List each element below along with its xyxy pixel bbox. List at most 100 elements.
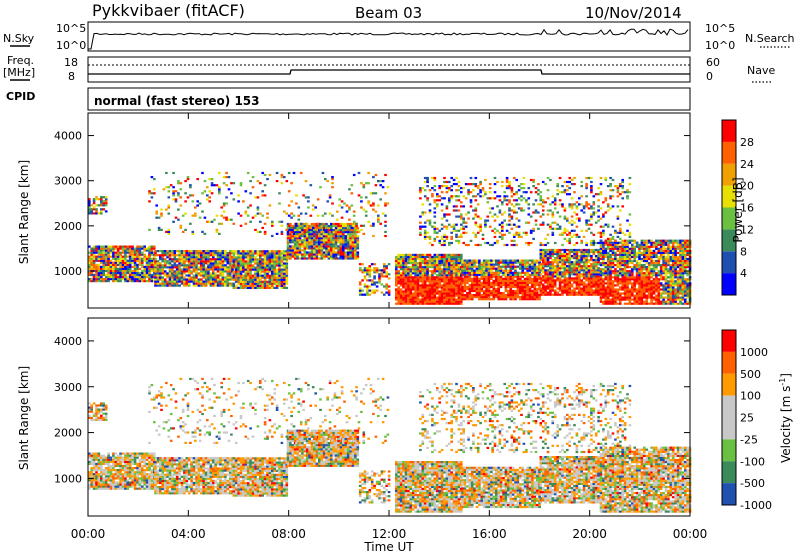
range-cell bbox=[647, 288, 651, 291]
range-cell bbox=[92, 212, 96, 215]
range-cell bbox=[674, 276, 677, 279]
range-cell bbox=[490, 292, 493, 295]
range-cell bbox=[587, 269, 591, 272]
range-cell bbox=[463, 287, 467, 291]
range-cell bbox=[466, 265, 469, 268]
range-cell bbox=[535, 267, 539, 270]
range-cell bbox=[623, 255, 627, 259]
range-cell bbox=[404, 298, 408, 301]
range-cell bbox=[226, 262, 230, 265]
range-cell bbox=[645, 262, 649, 265]
range-cell bbox=[385, 265, 388, 268]
range-cell bbox=[128, 249, 132, 252]
range-cell bbox=[452, 274, 456, 277]
range-cell bbox=[163, 266, 167, 269]
range-cell bbox=[315, 257, 319, 260]
range-cell bbox=[416, 296, 420, 299]
range-cell bbox=[433, 296, 437, 299]
range-cell bbox=[674, 284, 677, 287]
range-cell bbox=[609, 257, 612, 261]
range-cell bbox=[356, 245, 360, 248]
range-cell bbox=[273, 282, 276, 285]
range-cell bbox=[684, 286, 687, 289]
range-cell bbox=[283, 278, 286, 281]
range-cell bbox=[423, 272, 427, 275]
range-cell bbox=[399, 257, 403, 261]
range-cell bbox=[662, 302, 665, 305]
range-cell bbox=[452, 288, 456, 291]
range-cell bbox=[351, 241, 355, 244]
range-cell bbox=[626, 272, 629, 275]
range-cell bbox=[207, 262, 210, 265]
range-cell bbox=[354, 243, 357, 246]
range-cell bbox=[100, 261, 103, 264]
range-cell bbox=[107, 247, 110, 250]
range-cell bbox=[452, 302, 456, 305]
range-cell bbox=[246, 274, 250, 277]
range-cell bbox=[684, 282, 687, 285]
range-cell bbox=[154, 274, 157, 277]
range-cell bbox=[551, 277, 555, 280]
range-cell bbox=[628, 247, 632, 250]
range-cell bbox=[590, 271, 593, 274]
range-cell bbox=[669, 286, 673, 289]
range-cell bbox=[580, 289, 583, 292]
range-cell bbox=[375, 285, 379, 288]
range-cell bbox=[487, 287, 491, 291]
range-cell bbox=[421, 266, 425, 269]
range-cell bbox=[575, 259, 579, 262]
range-cell bbox=[416, 278, 420, 281]
range-cell bbox=[643, 255, 646, 259]
range-cell bbox=[349, 237, 352, 240]
range-cell bbox=[549, 287, 552, 290]
range-cell bbox=[621, 245, 624, 248]
range-cell bbox=[428, 221, 432, 224]
range-cell bbox=[650, 296, 653, 299]
range-cell bbox=[200, 250, 203, 253]
range-cell bbox=[604, 282, 608, 285]
range-cell bbox=[249, 282, 252, 285]
range-cell bbox=[204, 274, 208, 277]
range-cell bbox=[136, 276, 139, 279]
range-cell bbox=[592, 279, 596, 282]
range-cell bbox=[487, 263, 491, 266]
range-cell bbox=[246, 280, 250, 283]
range-cell bbox=[305, 243, 309, 246]
range-cell bbox=[419, 187, 422, 190]
range-cell bbox=[411, 257, 415, 261]
range-cell bbox=[671, 288, 675, 291]
range-cell bbox=[428, 235, 432, 238]
range-cell bbox=[102, 265, 105, 268]
range-cell bbox=[509, 277, 512, 280]
range-cell bbox=[448, 280, 451, 283]
range-cell bbox=[131, 280, 134, 283]
range-cell bbox=[623, 284, 627, 287]
range-cell bbox=[676, 278, 680, 281]
range-cell bbox=[136, 257, 139, 260]
range-cell bbox=[200, 284, 203, 287]
range-cell bbox=[647, 253, 651, 256]
range-cell bbox=[221, 254, 225, 257]
range-cell bbox=[185, 260, 189, 263]
range-cell bbox=[478, 281, 481, 284]
range-cell bbox=[416, 292, 420, 295]
range-cell bbox=[358, 293, 362, 296]
range-cell bbox=[448, 257, 451, 261]
range-cell bbox=[385, 267, 388, 270]
range-cell bbox=[457, 262, 461, 265]
range-cell bbox=[558, 261, 562, 264]
range-cell bbox=[145, 249, 149, 252]
range-cell bbox=[232, 284, 236, 287]
range-cell bbox=[573, 271, 576, 274]
range-cell bbox=[669, 302, 673, 305]
range-cell bbox=[671, 280, 675, 283]
range-cell bbox=[298, 257, 302, 260]
range-cell bbox=[192, 280, 196, 283]
range-cell bbox=[209, 252, 213, 255]
range-cell bbox=[438, 300, 441, 303]
range-cell bbox=[592, 271, 596, 274]
range-cell bbox=[395, 274, 398, 277]
range-cell bbox=[423, 300, 427, 303]
range-cell bbox=[674, 249, 677, 252]
range-cell bbox=[404, 280, 408, 283]
